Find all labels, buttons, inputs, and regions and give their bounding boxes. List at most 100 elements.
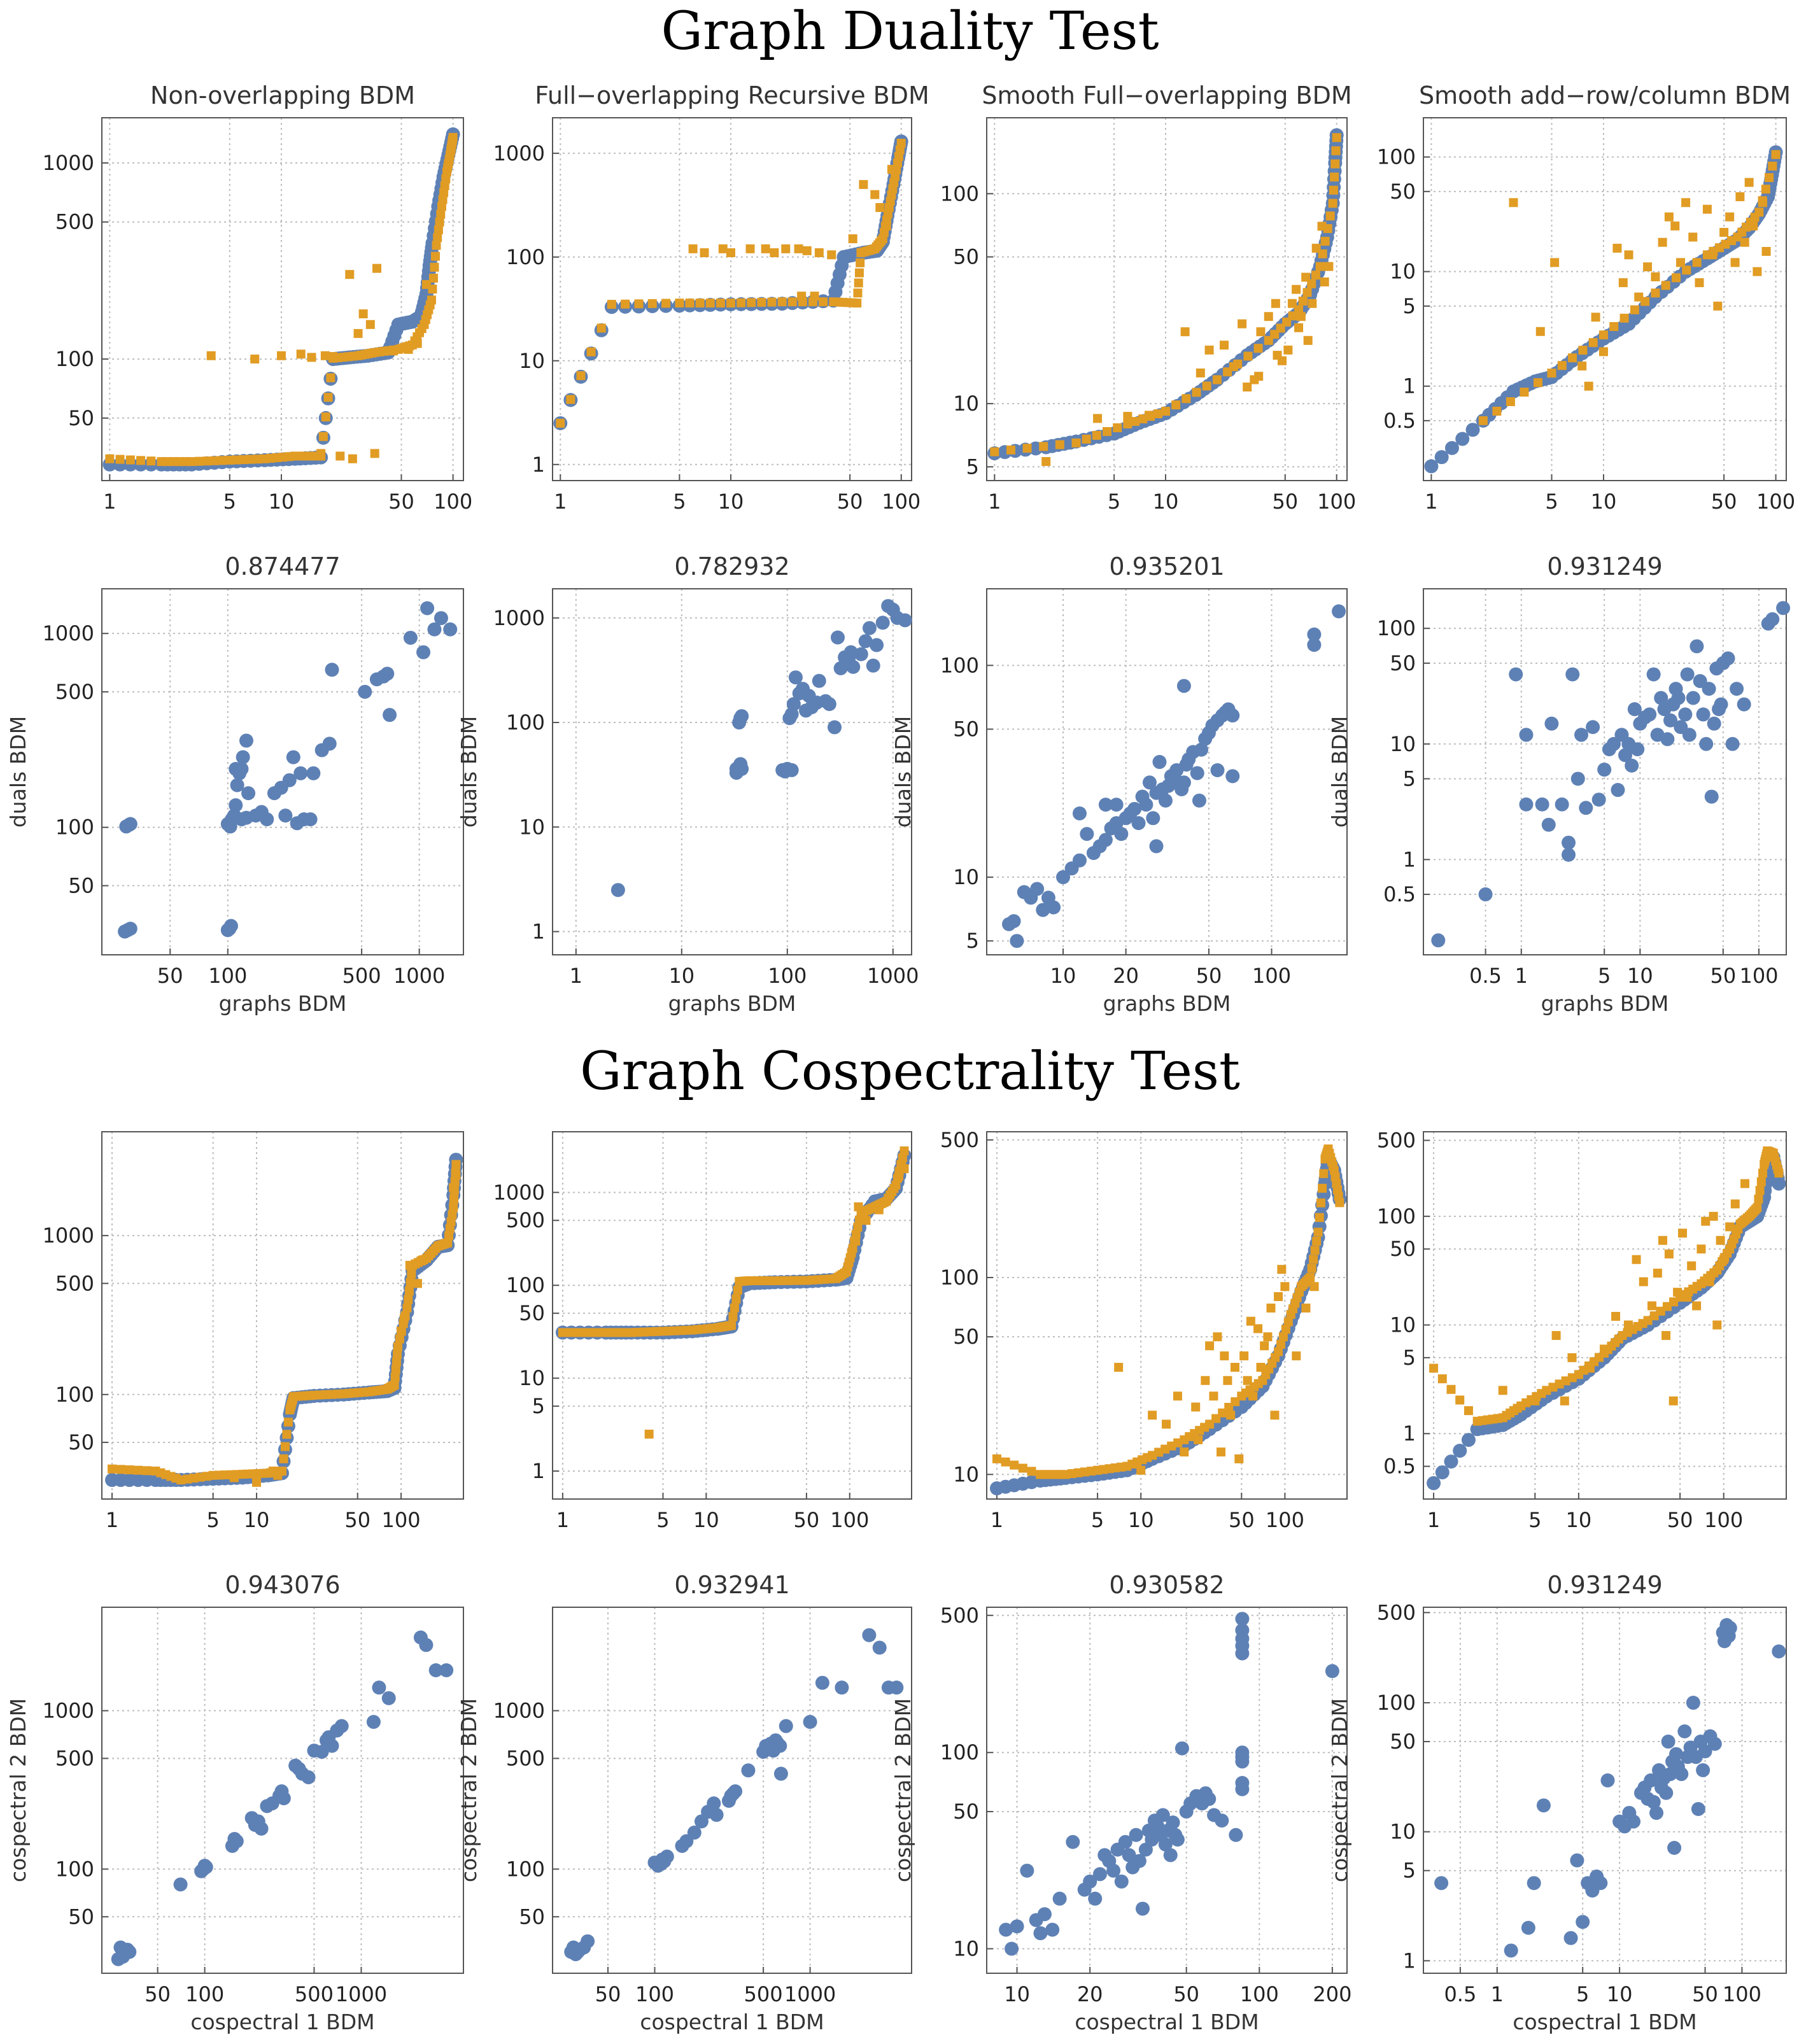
data-point-cospectral-2 — [1027, 1467, 1036, 1476]
data-point-pairs — [1521, 1920, 1535, 1935]
data-point-duals — [1330, 173, 1339, 182]
data-point-duals — [802, 246, 812, 255]
x-tick-label: 10 — [1128, 1508, 1154, 1532]
data-point-duals — [437, 202, 446, 211]
data-point-duals — [1055, 440, 1064, 449]
data-point-pairs — [889, 1680, 904, 1695]
data-point-pairs — [835, 1680, 849, 1695]
data-point-cospectral-2 — [390, 1380, 399, 1390]
data-point-duals — [232, 455, 241, 465]
data-point-pairs — [1527, 1876, 1541, 1891]
data-point-pairs — [1519, 728, 1534, 742]
data-point-duals — [439, 188, 449, 197]
data-point-duals — [1591, 313, 1600, 322]
data-point-pairs — [1139, 798, 1153, 812]
x-tick-label: 1000 — [393, 964, 445, 988]
data-point-duals — [1630, 305, 1639, 314]
data-point-duals — [1192, 388, 1201, 397]
data-point-duals — [854, 278, 863, 288]
data-point-cospectral-2 — [1230, 1363, 1239, 1372]
data-point-pairs — [416, 645, 431, 659]
x-tick-label: 10 — [668, 964, 695, 988]
data-point-duals — [372, 264, 381, 273]
data-point-cospectral-2 — [898, 1153, 907, 1162]
x-tick-label: 200 — [1313, 1982, 1351, 2006]
data-point-pairs — [278, 808, 293, 823]
data-point-pairs — [1674, 1767, 1689, 1782]
data-point-duals — [115, 454, 125, 464]
data-point-pairs — [1562, 835, 1576, 850]
data-point-pairs — [773, 1738, 787, 1753]
data-point-cospectral-2 — [418, 1255, 427, 1265]
data-point-pairs — [173, 1877, 188, 1892]
data-point-pairs — [1646, 667, 1661, 682]
data-point-cospectral-2 — [1280, 1282, 1290, 1292]
data-point-graphs — [1424, 459, 1439, 474]
data-point-cospectral-2 — [449, 1194, 459, 1204]
data-point-duals — [770, 248, 779, 258]
data-point-cospectral-2 — [1668, 1396, 1678, 1405]
plot-frame — [101, 1607, 464, 1974]
data-point-duals — [1320, 277, 1329, 286]
x-tick-label: 50 — [145, 1982, 171, 2006]
y-tick-label: 500 — [506, 1208, 545, 1232]
x-axis-label: cospectral 1 BDM — [190, 2010, 374, 2034]
data-point-cospectral-2 — [1246, 1316, 1255, 1326]
y-tick-label: 5 — [1403, 1859, 1416, 1883]
data-point-pairs — [403, 630, 418, 645]
data-point-duals — [1761, 185, 1770, 194]
data-point-cospectral-2 — [1312, 1236, 1322, 1246]
data-point-cospectral-2 — [1263, 1332, 1273, 1342]
data-point-pairs — [1642, 707, 1657, 722]
data-point-pairs — [380, 666, 395, 681]
y-tick-label: 1000 — [493, 1699, 545, 1723]
x-tick-label: 100 — [1252, 964, 1291, 988]
data-point-pairs — [1654, 691, 1668, 705]
data-point-pairs — [1574, 728, 1589, 742]
data-point-duals — [1550, 258, 1560, 267]
data-point-pairs — [1235, 1646, 1250, 1661]
data-point-duals — [688, 244, 698, 253]
data-point-pairs — [1092, 1867, 1107, 1882]
data-point-cospectral-2 — [449, 1183, 458, 1192]
data-point-duals — [1765, 173, 1774, 183]
x-tick-label: 100 — [1723, 1982, 1761, 2006]
data-point-cospectral-2 — [392, 1357, 401, 1367]
data-point-pairs — [276, 1791, 291, 1806]
x-tick-label: 5 — [1545, 489, 1558, 514]
data-point-pairs — [898, 613, 912, 628]
data-point-duals — [1325, 211, 1335, 221]
data-point-duals — [389, 346, 399, 356]
chart-title: Full−overlapping Recursive BDM — [535, 81, 929, 109]
data-point-duals — [1160, 407, 1170, 416]
data-point-duals — [1619, 313, 1629, 323]
data-point-pairs — [786, 697, 801, 712]
data-point-pairs — [1163, 1848, 1178, 1862]
data-point-pairs — [788, 670, 803, 685]
data-point-duals — [209, 456, 219, 465]
data-point-pairs — [1536, 1798, 1551, 1813]
data-point-pairs — [1020, 1863, 1034, 1878]
data-point-pairs — [1704, 789, 1719, 804]
data-point-pairs — [812, 673, 826, 688]
data-point-cospectral-2 — [273, 1470, 283, 1480]
data-point-pairs — [1660, 732, 1675, 747]
plot-frame — [986, 588, 1348, 955]
data-point-cospectral-2 — [1678, 1229, 1688, 1238]
data-point-duals — [1547, 369, 1556, 378]
data-point-duals — [566, 395, 575, 404]
y-tick-label: 1 — [532, 1459, 545, 1483]
x-tick-label: 50 — [595, 1982, 621, 2006]
data-point-pairs — [1519, 797, 1534, 812]
data-point-duals — [1303, 335, 1313, 345]
data-point-duals — [206, 351, 216, 360]
data-point-cospectral-2 — [1283, 1317, 1293, 1327]
data-point-pairs — [1591, 792, 1606, 807]
data-point-pairs — [803, 1715, 817, 1729]
data-point-duals — [870, 190, 880, 199]
heading-cospectrality: Graph Cospectrality Test — [580, 1041, 1240, 1102]
data-point-cospectral-2 — [1194, 1435, 1203, 1444]
data-point-duals — [1672, 273, 1681, 283]
y-tick-label: 100 — [1377, 1691, 1416, 1715]
chart-d7: 10 20 50 100 5 10 50 100 0.935201 graphs BDM duals… — [891, 553, 1348, 1016]
